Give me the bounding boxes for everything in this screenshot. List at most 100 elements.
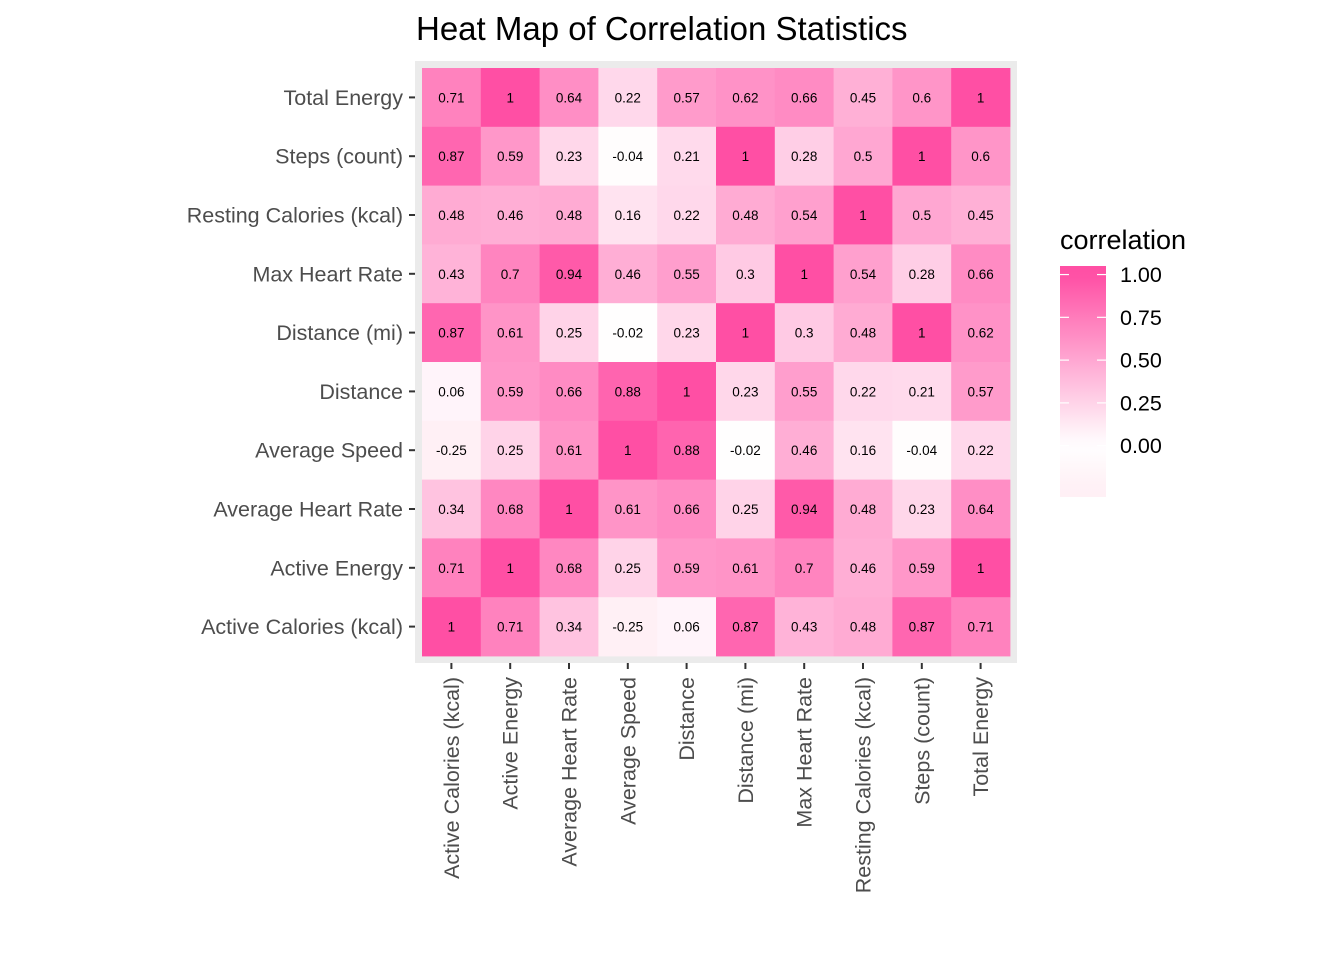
cell-value-label: 0.46 [850, 561, 876, 576]
heatmap-cell [951, 479, 1011, 539]
cell-value-label: 0.88 [615, 384, 641, 399]
heatmap-cell [951, 420, 1011, 480]
cell-value-label: 0.57 [967, 384, 993, 399]
heatmap-cell [422, 420, 482, 480]
heatmap-cell [657, 244, 717, 304]
heatmap-cell [774, 244, 834, 304]
heatmap-cell [480, 244, 540, 304]
heatmap-cell [539, 126, 599, 186]
y-tick-label: Average Heart Rate [213, 498, 403, 522]
cell-value-label: 0.6 [971, 149, 990, 164]
heatmap-cell [951, 597, 1011, 657]
heatmap-cell [951, 362, 1011, 422]
heatmap-cell [833, 597, 893, 657]
cell-value-label: 0.88 [673, 443, 699, 458]
heatmap-cell [480, 362, 540, 422]
cell-value-label: 0.71 [438, 90, 464, 105]
cell-value-label: 0.21 [673, 149, 699, 164]
heatmap-cell [716, 68, 776, 128]
heatmap-cell [422, 538, 482, 598]
heatmap-cell [833, 479, 893, 539]
cell-value-label: 0.61 [732, 561, 758, 576]
heatmap-cell [951, 538, 1011, 598]
legend: correlation 1.00 0.75 0.50 0.25 0.00 [1060, 225, 1186, 497]
cell-value-label: 0.66 [967, 267, 993, 282]
cell-value-label: 0.64 [967, 502, 994, 517]
cell-value-label: 1 [742, 326, 750, 341]
heatmap-cell [598, 303, 658, 363]
heatmap-cell [951, 244, 1011, 304]
x-tick-label: Total Energy [969, 677, 993, 797]
heatmap-cell [480, 68, 540, 128]
heatmap-cell [951, 126, 1011, 186]
heatmap-cell [539, 362, 599, 422]
heatmap-cell [480, 420, 540, 480]
y-tick-label: Distance [319, 380, 403, 404]
cell-value-label: 1 [565, 502, 573, 517]
heatmap-cell [480, 126, 540, 186]
cell-value-label: 0.62 [732, 90, 758, 105]
heatmap-cell [774, 538, 834, 598]
cell-value-label: 0.06 [438, 384, 464, 399]
cell-value-label: 0.61 [497, 326, 523, 341]
cell-value-label: 0.55 [791, 384, 817, 399]
cell-value-label: 0.66 [556, 384, 582, 399]
heatmap-cell [539, 479, 599, 539]
cell-value-label: 1 [918, 149, 926, 164]
cell-value-label: 0.22 [967, 443, 993, 458]
heatmap-cell [892, 244, 952, 304]
cell-value-label: 0.61 [615, 502, 641, 517]
cell-value-label: 0.48 [438, 208, 464, 223]
cell-value-label: 0.87 [438, 326, 464, 341]
heatmap-cell [539, 420, 599, 480]
cell-value-label: 1 [742, 149, 750, 164]
cell-value-label: 0.68 [556, 561, 582, 576]
heatmap-cell [774, 303, 834, 363]
heatmap-cell [422, 68, 482, 128]
heatmap-cell [539, 185, 599, 245]
cell-value-label: 0.66 [791, 90, 817, 105]
heatmap-cell [598, 479, 658, 539]
cell-value-label: 0.59 [673, 561, 699, 576]
heatmap-cell [657, 597, 717, 657]
heatmap-cell [657, 479, 717, 539]
cell-value-label: 0.48 [732, 208, 758, 223]
heatmap-cell [598, 244, 658, 304]
cell-value-label: 1 [506, 561, 514, 576]
cell-value-label: 0.94 [791, 502, 818, 517]
heatmap-cell [774, 362, 834, 422]
cell-value-label: -0.02 [612, 326, 643, 341]
heatmap-cell [833, 538, 893, 598]
cell-value-label: 1 [448, 620, 456, 635]
x-tick-label: Resting Calories (kcal) [852, 677, 876, 893]
y-tick-label: Total Energy [283, 86, 403, 110]
cell-value-label: -0.04 [906, 443, 937, 458]
cell-value-label: 0.28 [791, 149, 817, 164]
heatmap-cell [480, 185, 540, 245]
cell-value-label: 0.87 [732, 620, 758, 635]
legend-title: correlation [1060, 225, 1186, 255]
cell-value-label: 0.87 [909, 620, 935, 635]
cell-value-label: 0.3 [736, 267, 755, 282]
y-tick-label: Average Speed [255, 439, 403, 463]
heatmap-cell [774, 597, 834, 657]
cell-value-label: 0.45 [850, 90, 876, 105]
cell-value-label: 0.48 [556, 208, 582, 223]
heatmap-cell [892, 185, 952, 245]
heatmap-cell [951, 303, 1011, 363]
heatmap-cell [716, 362, 776, 422]
x-tick-label: Steps (count) [910, 677, 934, 805]
cell-value-label: 0.59 [497, 384, 523, 399]
heatmap-cell [598, 420, 658, 480]
y-tick-label: Resting Calories (kcal) [187, 204, 403, 228]
y-tick-label: Steps (count) [275, 145, 403, 169]
cell-value-label: 0.22 [673, 208, 699, 223]
cell-value-label: 0.06 [673, 620, 699, 635]
heatmap-cell [951, 185, 1011, 245]
heatmap-cell [657, 185, 717, 245]
cell-value-label: 0.48 [850, 326, 876, 341]
heatmap-cell [657, 68, 717, 128]
cell-value-label: 0.5 [854, 149, 873, 164]
